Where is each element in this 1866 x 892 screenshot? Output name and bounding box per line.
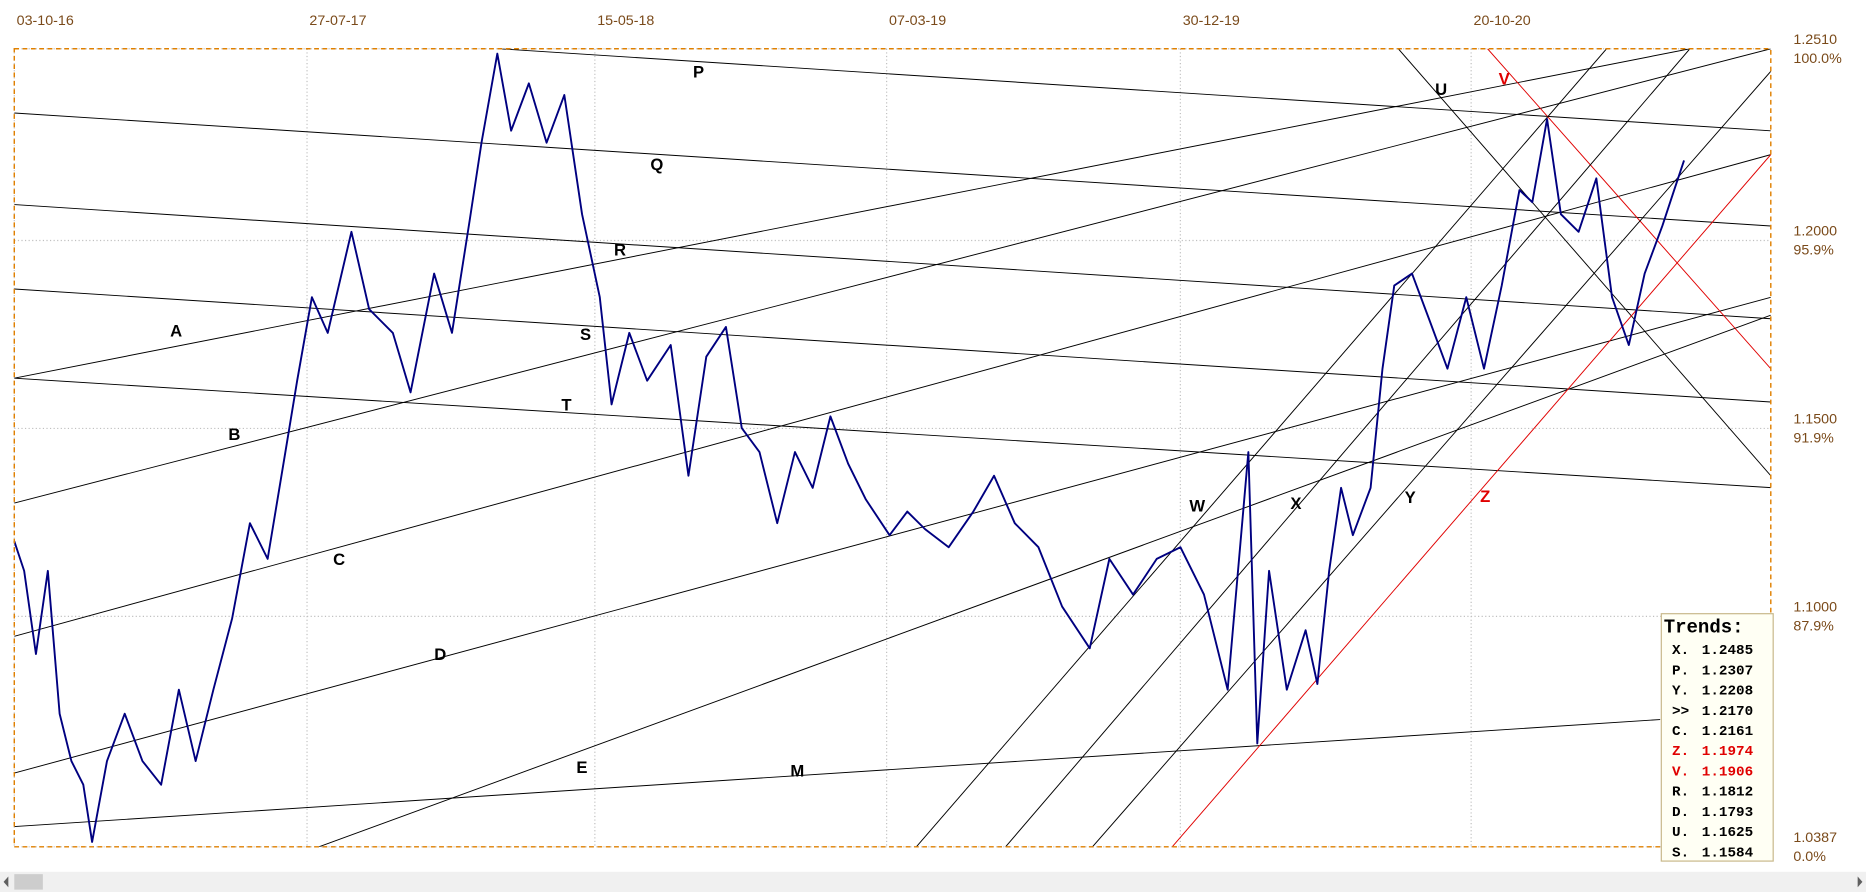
trend-value: 1.2485 bbox=[1702, 643, 1753, 659]
trendlines bbox=[14, 48, 1771, 847]
plot-border bbox=[13, 48, 1772, 848]
labels: 03-10-16 27-07-17 15-05-18 07-03-19 30-12-19… bbox=[17, 13, 1842, 865]
trend-value: 1.2161 bbox=[1702, 724, 1753, 740]
trends-title: Trends: bbox=[1664, 617, 1744, 639]
trendline bbox=[14, 48, 1771, 504]
trend-value: 1.2208 bbox=[1702, 684, 1753, 700]
trendline-label: U bbox=[1435, 80, 1447, 99]
y-tick-label: 1.2510 bbox=[1793, 32, 1837, 48]
y-tick-label: 1.1500 bbox=[1793, 412, 1837, 428]
trendline bbox=[14, 719, 1661, 828]
trend-label: D. bbox=[1672, 805, 1689, 821]
trendline-label: V bbox=[1499, 69, 1510, 88]
trendline bbox=[14, 288, 1771, 403]
trend-value: 1.2307 bbox=[1702, 663, 1753, 679]
price-line bbox=[13, 52, 1685, 843]
trend-value: 1.1584 bbox=[1702, 845, 1754, 861]
scrollbar-track[interactable] bbox=[0, 871, 1866, 892]
trendline-label: Q bbox=[650, 155, 663, 174]
trendline bbox=[915, 48, 1607, 847]
trendline-label: S bbox=[580, 325, 591, 344]
trendline-label: Z bbox=[1480, 487, 1490, 506]
trendline-label: E bbox=[576, 758, 587, 777]
trend-value: 1.1625 bbox=[1702, 825, 1753, 841]
x-tick-label: 03-10-16 bbox=[17, 13, 74, 29]
scroll-left[interactable] bbox=[3, 876, 9, 888]
trendline bbox=[1171, 154, 1771, 847]
trendline-label: Y bbox=[1405, 488, 1416, 507]
trends-box: Trends: X. 1.2485 P. 1.2307 Y. 1.2208 >> 1.2170… bbox=[1660, 613, 1774, 862]
trendline-label: A bbox=[170, 322, 182, 341]
trend-label: S. bbox=[1672, 845, 1689, 861]
trend-label: R. bbox=[1672, 785, 1689, 801]
trend-value: 1.1812 bbox=[1702, 785, 1753, 801]
scroll-right[interactable] bbox=[1857, 876, 1863, 888]
trendline bbox=[14, 296, 1771, 774]
trendline bbox=[499, 48, 1771, 132]
trendline bbox=[14, 112, 1771, 227]
trendline-label: B bbox=[228, 425, 240, 444]
trend-label: V. bbox=[1672, 764, 1689, 780]
trend-label: U. bbox=[1672, 825, 1689, 841]
series bbox=[13, 52, 1685, 843]
y-tick-pct: 91.9% bbox=[1793, 431, 1834, 447]
trendline-label: D bbox=[434, 645, 446, 664]
trend-label: P. bbox=[1672, 663, 1689, 679]
trendline bbox=[14, 154, 1771, 637]
trendline bbox=[14, 48, 1690, 379]
trend-label: Z. bbox=[1672, 744, 1689, 760]
trendline bbox=[1092, 71, 1771, 847]
trendline-label: W bbox=[1189, 496, 1205, 515]
trendline-label: R bbox=[614, 241, 626, 260]
y-tick-pct: 95.9% bbox=[1793, 243, 1834, 259]
trend-label: >> bbox=[1672, 704, 1689, 720]
y-tick-label: 1.0387 bbox=[1793, 830, 1837, 846]
trendline-label: X bbox=[1290, 494, 1301, 513]
x-tick-label: 20-10-20 bbox=[1474, 13, 1531, 29]
trendline bbox=[1487, 48, 1771, 370]
trendline bbox=[318, 314, 1771, 847]
scrollbar[interactable] bbox=[0, 871, 1866, 892]
y-tick-pct: 100.0% bbox=[1793, 51, 1842, 67]
y-tick-pct: 87.9% bbox=[1793, 619, 1834, 635]
trend-label: C. bbox=[1672, 724, 1689, 740]
x-tick-label: 07-03-19 bbox=[889, 13, 946, 29]
trendline bbox=[14, 204, 1771, 320]
trend-value: 1.1793 bbox=[1702, 805, 1753, 821]
x-tick-label: 27-07-17 bbox=[309, 13, 366, 29]
scrollbar-thumb[interactable] bbox=[14, 874, 43, 890]
trend-label: X. bbox=[1672, 643, 1689, 659]
x-tick-label: 30-12-19 bbox=[1183, 13, 1240, 29]
trend-label: Y. bbox=[1672, 684, 1689, 700]
trendline-label: M bbox=[790, 762, 804, 781]
trend-value: 1.1906 bbox=[1702, 764, 1753, 780]
y-tick-label: 1.1000 bbox=[1793, 600, 1837, 616]
trendline bbox=[1005, 48, 1691, 847]
trendline-label: P bbox=[693, 62, 704, 81]
trend-value: 1.2170 bbox=[1702, 704, 1753, 720]
trendline bbox=[14, 377, 1771, 489]
trendline-label: T bbox=[561, 395, 571, 414]
trend-value: 1.1974 bbox=[1702, 744, 1754, 760]
trendline bbox=[1397, 48, 1771, 477]
trendline-label: C bbox=[333, 550, 345, 569]
y-tick-label: 1.2000 bbox=[1793, 224, 1837, 240]
x-tick-label: 15-05-18 bbox=[597, 13, 654, 29]
trends-box-frame bbox=[1660, 613, 1774, 862]
y-tick-pct: 0.0% bbox=[1793, 849, 1826, 865]
